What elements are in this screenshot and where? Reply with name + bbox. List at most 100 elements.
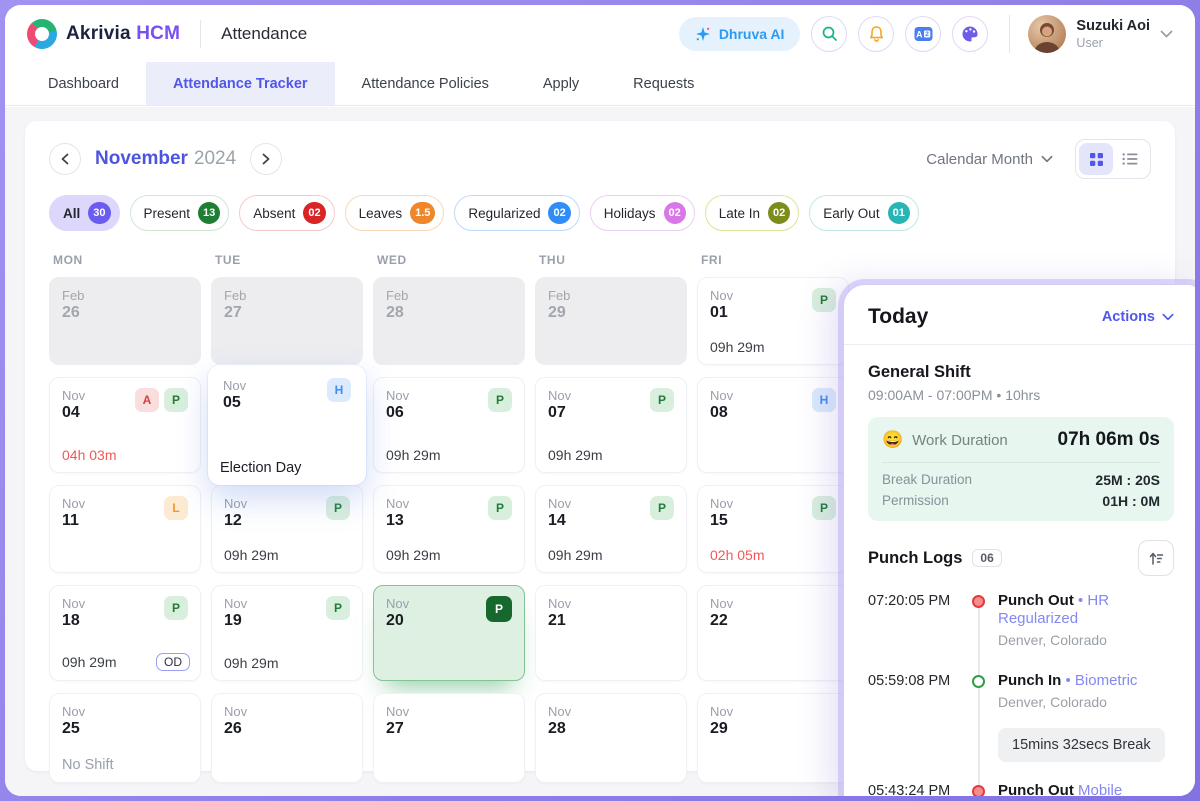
duration-divider [882, 462, 1160, 463]
cell-date: Nov 15 [710, 496, 733, 530]
filter-pill-present[interactable]: Present 13 [129, 195, 230, 231]
next-month-button[interactable] [250, 143, 283, 175]
filter-label: Early Out [823, 205, 880, 221]
punch-time: 05:59:08 PM [868, 673, 951, 689]
theme-button[interactable] [952, 15, 989, 52]
calendar-cell-nov-27[interactable]: Nov 27 [373, 693, 525, 783]
sort-button[interactable] [1138, 540, 1174, 576]
filter-pill-holidays[interactable]: Holidays 02 [589, 195, 695, 231]
cell-month: Nov [224, 496, 248, 511]
break-duration-row: Break Duration 25M : 20S [882, 472, 1160, 488]
cell-date: Nov 13 [386, 496, 409, 530]
calendar-cell-nov-07[interactable]: Nov 07 P 09h 29m [535, 377, 687, 473]
cell-month: Nov [62, 496, 86, 511]
calendar-cell-nov-08[interactable]: Nov 08 H [697, 377, 849, 473]
calendar-cell-nov-11[interactable]: Nov 11 L [49, 485, 201, 573]
nav-tab-requests[interactable]: Requests [633, 75, 695, 92]
cell-header: Nov 28 [548, 704, 674, 738]
cell-header: Nov 27 [386, 704, 512, 738]
cell-date: Nov 05 [223, 378, 246, 412]
sparkle-icon [695, 26, 710, 41]
cell-footer: 09h 29m [548, 547, 676, 563]
calendar-cell-nov-01[interactable]: Nov 01 P 09h 29m [697, 277, 849, 365]
calendar-cell-nov-14[interactable]: Nov 14 P 09h 29m [535, 485, 687, 573]
calendar-cell-nov-20[interactable]: Nov 20 P [373, 585, 525, 681]
calendar-cell-feb-28[interactable]: Feb 28 [373, 277, 525, 365]
calendar-cell-feb-26[interactable]: Feb 26 [49, 277, 201, 365]
user-info: Suzuki Aoi User [1076, 17, 1150, 49]
cell-month: Nov [62, 596, 86, 611]
calendar-cell-nov-29[interactable]: Nov 29 [697, 693, 849, 783]
calendar-cell-nov-15[interactable]: Nov 15 P 02h 05m [697, 485, 849, 573]
filter-pill-leaves[interactable]: Leaves 1.5 [344, 195, 445, 231]
avatar [1028, 14, 1067, 53]
calendar-cell-nov-04[interactable]: Nov 04 A P 04h 03m [49, 377, 201, 473]
cell-header: Nov 13 P [386, 496, 512, 530]
nav-tab-dashboard[interactable]: Dashboard [48, 75, 119, 92]
cell-day: 29 [710, 720, 728, 737]
nav-tab-apply[interactable]: Apply [542, 75, 580, 92]
filter-pill-absent[interactable]: Absent 02 [239, 195, 335, 231]
cell-day: 20 [386, 612, 404, 629]
actions-dropdown[interactable]: Actions [1102, 309, 1174, 325]
calendar-cell-nov-13[interactable]: Nov 13 P 09h 29m [373, 485, 525, 573]
svg-text:2: 2 [925, 31, 929, 38]
permission-label: Permission [882, 493, 949, 508]
calendar-cell-feb-29[interactable]: Feb 29 [535, 277, 687, 365]
calendar-cell-nov-25[interactable]: Nov 25 No Shift [49, 693, 201, 783]
status-badge-present: P [326, 496, 350, 520]
punch-type-line: Punch In • Biometric [998, 672, 1137, 690]
cell-header: Nov 26 [224, 704, 350, 738]
punch-method-link[interactable]: • Biometric [1065, 672, 1138, 689]
dhruva-ai-button[interactable]: Dhruva AI [678, 16, 801, 51]
calendar-cell-nov-21[interactable]: Nov 21 [535, 585, 687, 681]
prev-month-button[interactable] [49, 143, 81, 175]
filter-pill-early-out[interactable]: Early Out 01 [809, 195, 919, 231]
calendar-cell-feb-27[interactable]: Feb 27 [211, 277, 363, 365]
calendar-cell-nov-28[interactable]: Nov 28 [535, 693, 687, 783]
nav-tab-attendance-tracker[interactable]: Attendance Tracker [145, 62, 335, 105]
punch-method-link[interactable]: • HR Regularized [998, 592, 1110, 627]
search-button[interactable] [811, 15, 848, 52]
punch-logs-section: Punch Logs 06 07:20:05 PM Punch [844, 521, 1195, 796]
calendar-view-select[interactable]: Calendar Month [926, 151, 1053, 168]
cell-footer: No Shift [62, 757, 190, 773]
chevron-down-icon [1041, 155, 1053, 163]
cell-note: No Shift [62, 757, 114, 773]
cell-footer: 09h 29m OD [62, 653, 190, 671]
calendar-cell-nov-05[interactable]: Nov 05 H Election Day [208, 365, 366, 485]
user-name: Suzuki Aoi [1076, 18, 1150, 35]
list-view-button[interactable] [1113, 143, 1147, 175]
cell-date: Nov 19 [224, 596, 247, 630]
cell-day: 05 [223, 394, 241, 411]
calendar-cell-nov-22[interactable]: Nov 22 [697, 585, 849, 681]
od-badge: OD [156, 653, 190, 671]
calendar-cell-nov-26[interactable]: Nov 26 [211, 693, 363, 783]
cell-month: Feb [548, 288, 571, 303]
nav-tab-attendance-policies[interactable]: Attendance Policies [361, 75, 489, 92]
cell-date: Nov 06 [386, 388, 409, 422]
cell-date: Nov 27 [386, 704, 409, 738]
cell-month: Nov [548, 388, 572, 403]
filter-pill-all[interactable]: All 30 [49, 195, 120, 231]
calendar-cell-nov-12[interactable]: Nov 12 P 09h 29m [211, 485, 363, 573]
punch-method-link[interactable]: Mobile [1078, 782, 1123, 796]
cell-header: Nov 05 H [223, 378, 351, 412]
cell-month: Nov [548, 596, 572, 611]
calendar-cell-nov-06[interactable]: Nov 06 P 09h 29m [373, 377, 525, 473]
calendar-cell-nov-18[interactable]: Nov 18 P 09h 29m OD [49, 585, 201, 681]
notifications-button[interactable] [858, 15, 895, 52]
punch-dot-column [964, 592, 992, 648]
chevron-down-icon [1162, 313, 1174, 321]
translate-button[interactable]: A 2 [905, 15, 942, 52]
user-menu[interactable]: Suzuki Aoi User [1009, 14, 1173, 53]
brand-logo[interactable]: Akrivia HCM [27, 18, 180, 49]
filter-pill-late-in[interactable]: Late In 02 [704, 195, 800, 231]
filter-pill-regularized[interactable]: Regularized 02 [454, 195, 580, 231]
cell-month: Nov [62, 704, 86, 719]
grid-view-button[interactable] [1079, 143, 1113, 175]
calendar-cell-nov-19[interactable]: Nov 19 P 09h 29m [211, 585, 363, 681]
actions-label: Actions [1101, 309, 1155, 325]
weekday-label: THU [539, 253, 566, 267]
cell-work-hours: 04h 03m [62, 447, 117, 463]
